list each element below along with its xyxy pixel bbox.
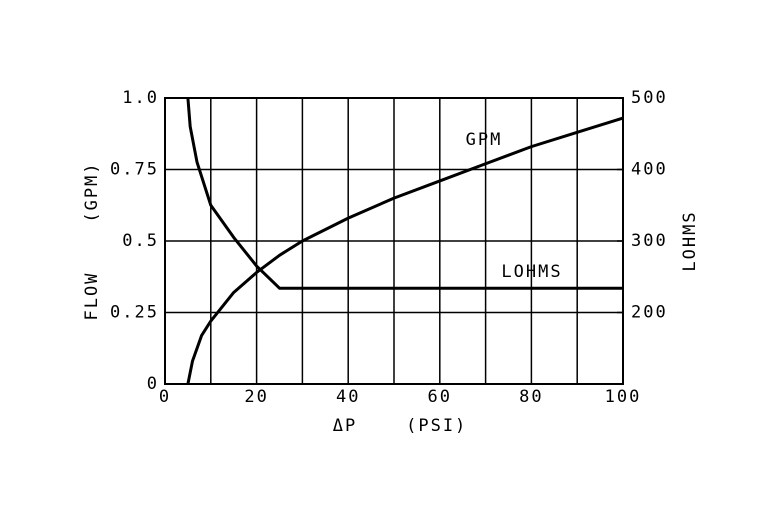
y-tick-label: 0.5 [122,231,159,251]
y2-tick-label: 400 [631,160,668,180]
x-tick-label: 20 [244,387,268,407]
y2-tick-label: 500 [631,88,668,108]
x-tick-label: 0 [159,387,171,407]
series-label: LOHMS [501,262,562,282]
y-tick-label: 1.0 [122,88,159,108]
y-axis-title: FLOW (GPM) [82,161,102,320]
x-tick-label: 60 [428,387,452,407]
y-tick-label: 0.75 [110,160,159,180]
y-tick-label: 0 [147,374,159,394]
x-tick-label: 100 [605,387,642,407]
y-tick-label: 0.25 [110,303,159,323]
y2-axis-title: LOHMS [680,210,700,271]
x-tick-label: 80 [519,387,543,407]
x-tick-label: 40 [336,387,360,407]
x-axis-title: ΔP (PSI) [333,416,468,436]
series-label: GPM [466,130,503,150]
y2-tick-label: 200 [631,303,668,323]
series-line [186,97,623,290]
y2-tick-label: 300 [631,231,668,251]
series-line [186,116,624,385]
plot-frame [164,97,624,385]
